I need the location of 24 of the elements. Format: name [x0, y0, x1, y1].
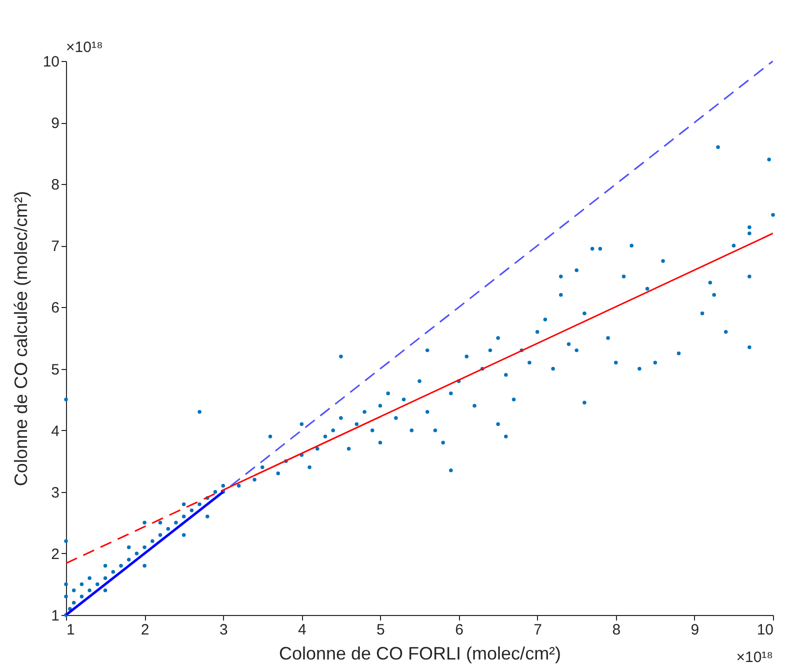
y-tick-label: 3: [51, 484, 60, 502]
y-tick-label: 7: [51, 238, 60, 256]
y-tick-label: 4: [51, 422, 60, 440]
x-tick-label: 1: [66, 622, 75, 638]
x-tick-label: 4: [298, 622, 306, 638]
x-tick-label: 8: [612, 622, 621, 638]
y-tick-label: 5: [51, 361, 60, 378]
x-tick-label: 7: [534, 622, 542, 638]
text: ×10¹⁸: [66, 39, 103, 56]
y-tick-label: 1: [51, 608, 60, 624]
text: ×10¹⁸: [736, 649, 773, 666]
x-tick-label: 5: [376, 622, 385, 638]
y-tick-label: 9: [51, 115, 60, 132]
x-tick-label: 3: [219, 622, 228, 638]
x-tick-label: 10: [756, 622, 774, 638]
y-axis-title: Colonne de CO calculée (molec/cm²): [10, 190, 31, 486]
y-tick-label: 10: [42, 54, 60, 70]
x-tick-label: 2: [140, 622, 150, 638]
y-tick-label: 6: [51, 300, 60, 317]
x-axis-title: Colonne de CO FORLI (molec/cm²): [278, 644, 562, 664]
y-tick-label: 2: [51, 546, 60, 563]
x-tick-label: 9: [690, 622, 700, 638]
y-tick-label: 8: [51, 176, 60, 194]
x-tick-label: 6: [455, 622, 464, 638]
